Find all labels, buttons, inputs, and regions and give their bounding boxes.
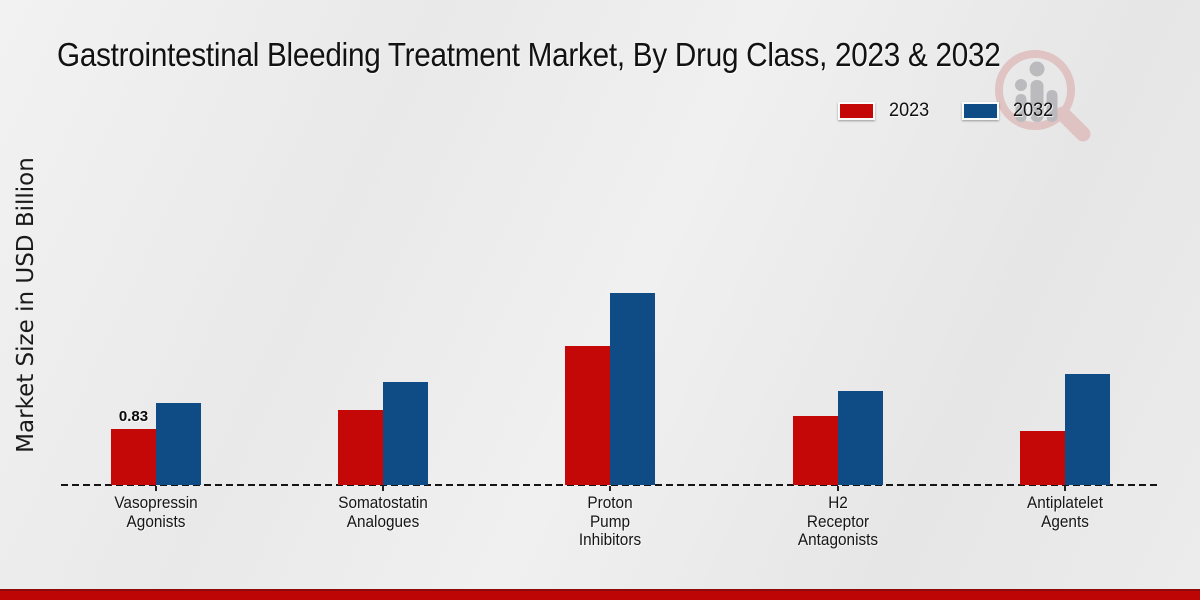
category-label-vasopressin-agonists: Vasopressin Agonists [114,494,198,531]
legend-swatch-2032 [962,102,1000,120]
category-label-proton-pump-inhibitors: Proton Pump Inhibitors [578,494,642,549]
x-axis-baseline [61,484,1157,486]
legend-item-2032: 2032 [962,100,1054,122]
legend-swatch-2023 [838,102,875,120]
bar-2023-somatostatin-analogues [338,410,383,485]
bar-2032-h2-receptor-antagonists [838,391,883,485]
bar-2023-proton-pump-inhibitors [565,346,610,485]
legend-item-2023: 2023 [838,100,930,122]
legend: 2023 2032 [838,100,1055,122]
chart-title: Gastrointestinal Bleeding Treatment Mark… [57,36,1001,73]
x-axis-tick [609,486,611,491]
bar-2032-antiplatelet-agents [1065,374,1110,485]
bar-2023-vasopressin-agonists [111,429,156,485]
x-axis-tick [837,486,839,491]
category-label-somatostatin-analogues: Somatostatin Analogues [338,494,428,531]
bar-2032-somatostatin-analogues [383,382,428,485]
bar-2032-vasopressin-agonists [156,403,201,485]
legend-label-2032: 2032 [1013,100,1054,121]
x-axis-tick [1064,486,1066,491]
bar-2023-antiplatelet-agents [1020,431,1065,485]
x-axis-tick [155,486,157,491]
bar-value-label: 0.83 [118,408,149,425]
legend-label-2023: 2023 [889,100,930,121]
bar-2032-proton-pump-inhibitors [610,293,655,485]
category-label-antiplatelet-agents: Antiplatelet Agents [1027,494,1103,531]
x-axis-tick [382,486,384,491]
category-label-h2-receptor-antagonists: H2 Receptor Antagonists [797,494,879,549]
bar-2023-h2-receptor-antagonists [793,416,838,485]
bottom-accent-bar [0,589,1200,600]
